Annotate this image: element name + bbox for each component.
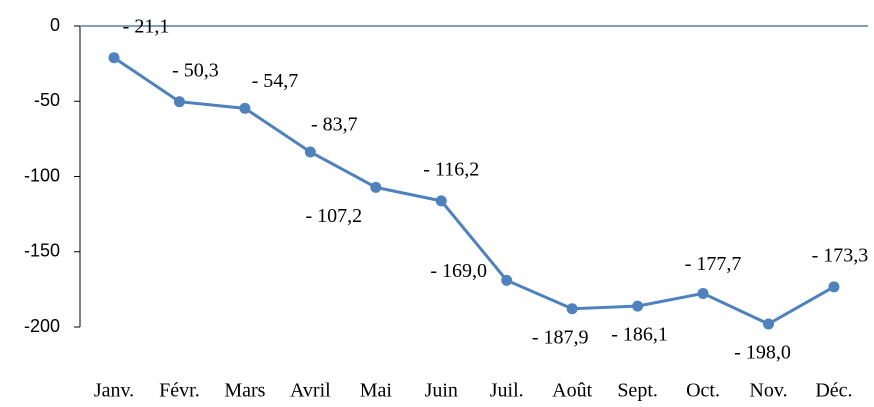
x-tick-label: Nov. [749, 380, 787, 402]
point [828, 281, 840, 293]
data-label: - 107,2 [305, 205, 362, 227]
x-tick-label: Févr. [159, 380, 200, 402]
data-label: - 50,3 [172, 59, 219, 81]
x-tick-label: Avril [290, 380, 331, 402]
line [113, 56, 835, 326]
point [566, 303, 578, 315]
point [304, 146, 316, 158]
x-tick-label: Août [552, 380, 592, 402]
point [108, 52, 120, 64]
y-tick-label: 0 [50, 15, 60, 35]
x-tick-label: Juil. [490, 380, 524, 402]
point [501, 274, 513, 286]
y-tick-label: -150 [24, 241, 60, 261]
point [239, 102, 251, 114]
x-tick-label: Juin [425, 380, 458, 402]
point [763, 318, 774, 330]
x-tick-label: Sept. [617, 380, 658, 402]
x-tick-label: Mai [360, 380, 393, 402]
y-tick-label: -50 [34, 90, 60, 110]
data-label: - 21,1 [123, 15, 170, 37]
x-tick-label: Janv. [94, 380, 134, 402]
point [173, 96, 185, 108]
x-tick-label: Mars [224, 380, 265, 402]
data-label: - 54,7 [252, 70, 299, 92]
x-tick-label: Déc. [815, 380, 852, 402]
data-label: - 116,2 [423, 158, 479, 180]
y-tick-label: -200 [24, 316, 60, 336]
point [697, 287, 709, 299]
point [632, 300, 644, 312]
data-label: - 173,3 [812, 244, 869, 266]
point [370, 181, 382, 193]
data-label: - 198,0 [734, 342, 791, 364]
data-label: - 186,1 [611, 324, 668, 346]
data-label: - 187,9 [532, 326, 589, 348]
point [435, 195, 447, 207]
x-tick-label: Oct. [686, 380, 720, 402]
data-label: - 169,0 [430, 260, 487, 282]
data-label: - 177,7 [685, 253, 742, 275]
y-tick-label: -100 [24, 165, 60, 185]
data-label: - 83,7 [311, 114, 358, 136]
